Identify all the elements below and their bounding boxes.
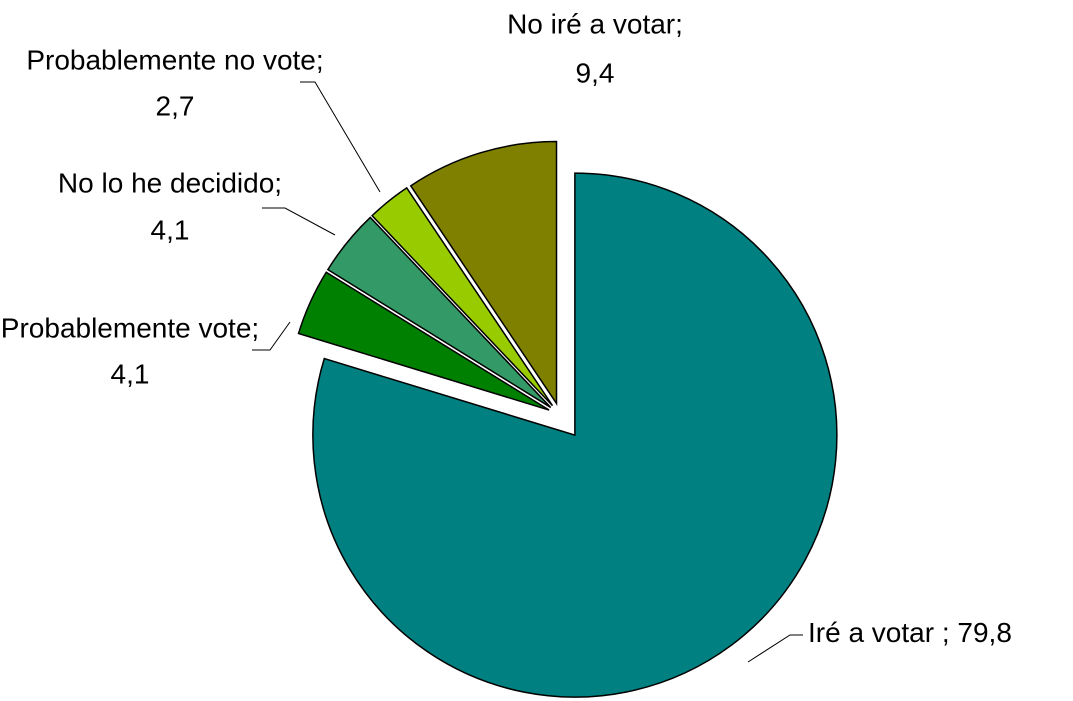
data-label: No lo he decidido; 4,1 <box>58 167 282 245</box>
leader-line <box>300 81 381 193</box>
data-label: Iré a votar ; 79,8 <box>808 617 1012 648</box>
pie-slice <box>326 216 552 409</box>
pie-slice <box>409 140 558 406</box>
data-label: Probablemente vote; 4,1 <box>1 312 259 389</box>
data-label: No iré a votar; 9,4 <box>507 8 683 88</box>
value-label: 4,1 <box>151 214 190 245</box>
pie-slice <box>297 271 550 411</box>
value-label: 79,8 <box>950 617 1012 648</box>
leader-lines <box>252 81 803 663</box>
category-label: No iré a votar; <box>507 8 683 39</box>
category-label: No lo he decidido; <box>58 167 282 198</box>
value-label: 9,4 <box>576 57 615 88</box>
data-label-text: Iré a votar ; 79,8 <box>808 617 1012 648</box>
category-label: Probablemente vote; <box>1 312 259 343</box>
value-label: 4,1 <box>111 358 150 389</box>
category-label: Iré a votar ; <box>808 617 950 648</box>
leader-line <box>747 634 803 663</box>
value-label: 2,7 <box>156 90 195 121</box>
category-label: Probablemente no vote; <box>26 44 323 75</box>
leader-line <box>262 207 336 236</box>
leader-line <box>252 321 291 351</box>
pie-slice <box>371 186 554 407</box>
data-label: Probablemente no vote; 2,7 <box>26 44 323 121</box>
pie-slice <box>312 172 838 698</box>
